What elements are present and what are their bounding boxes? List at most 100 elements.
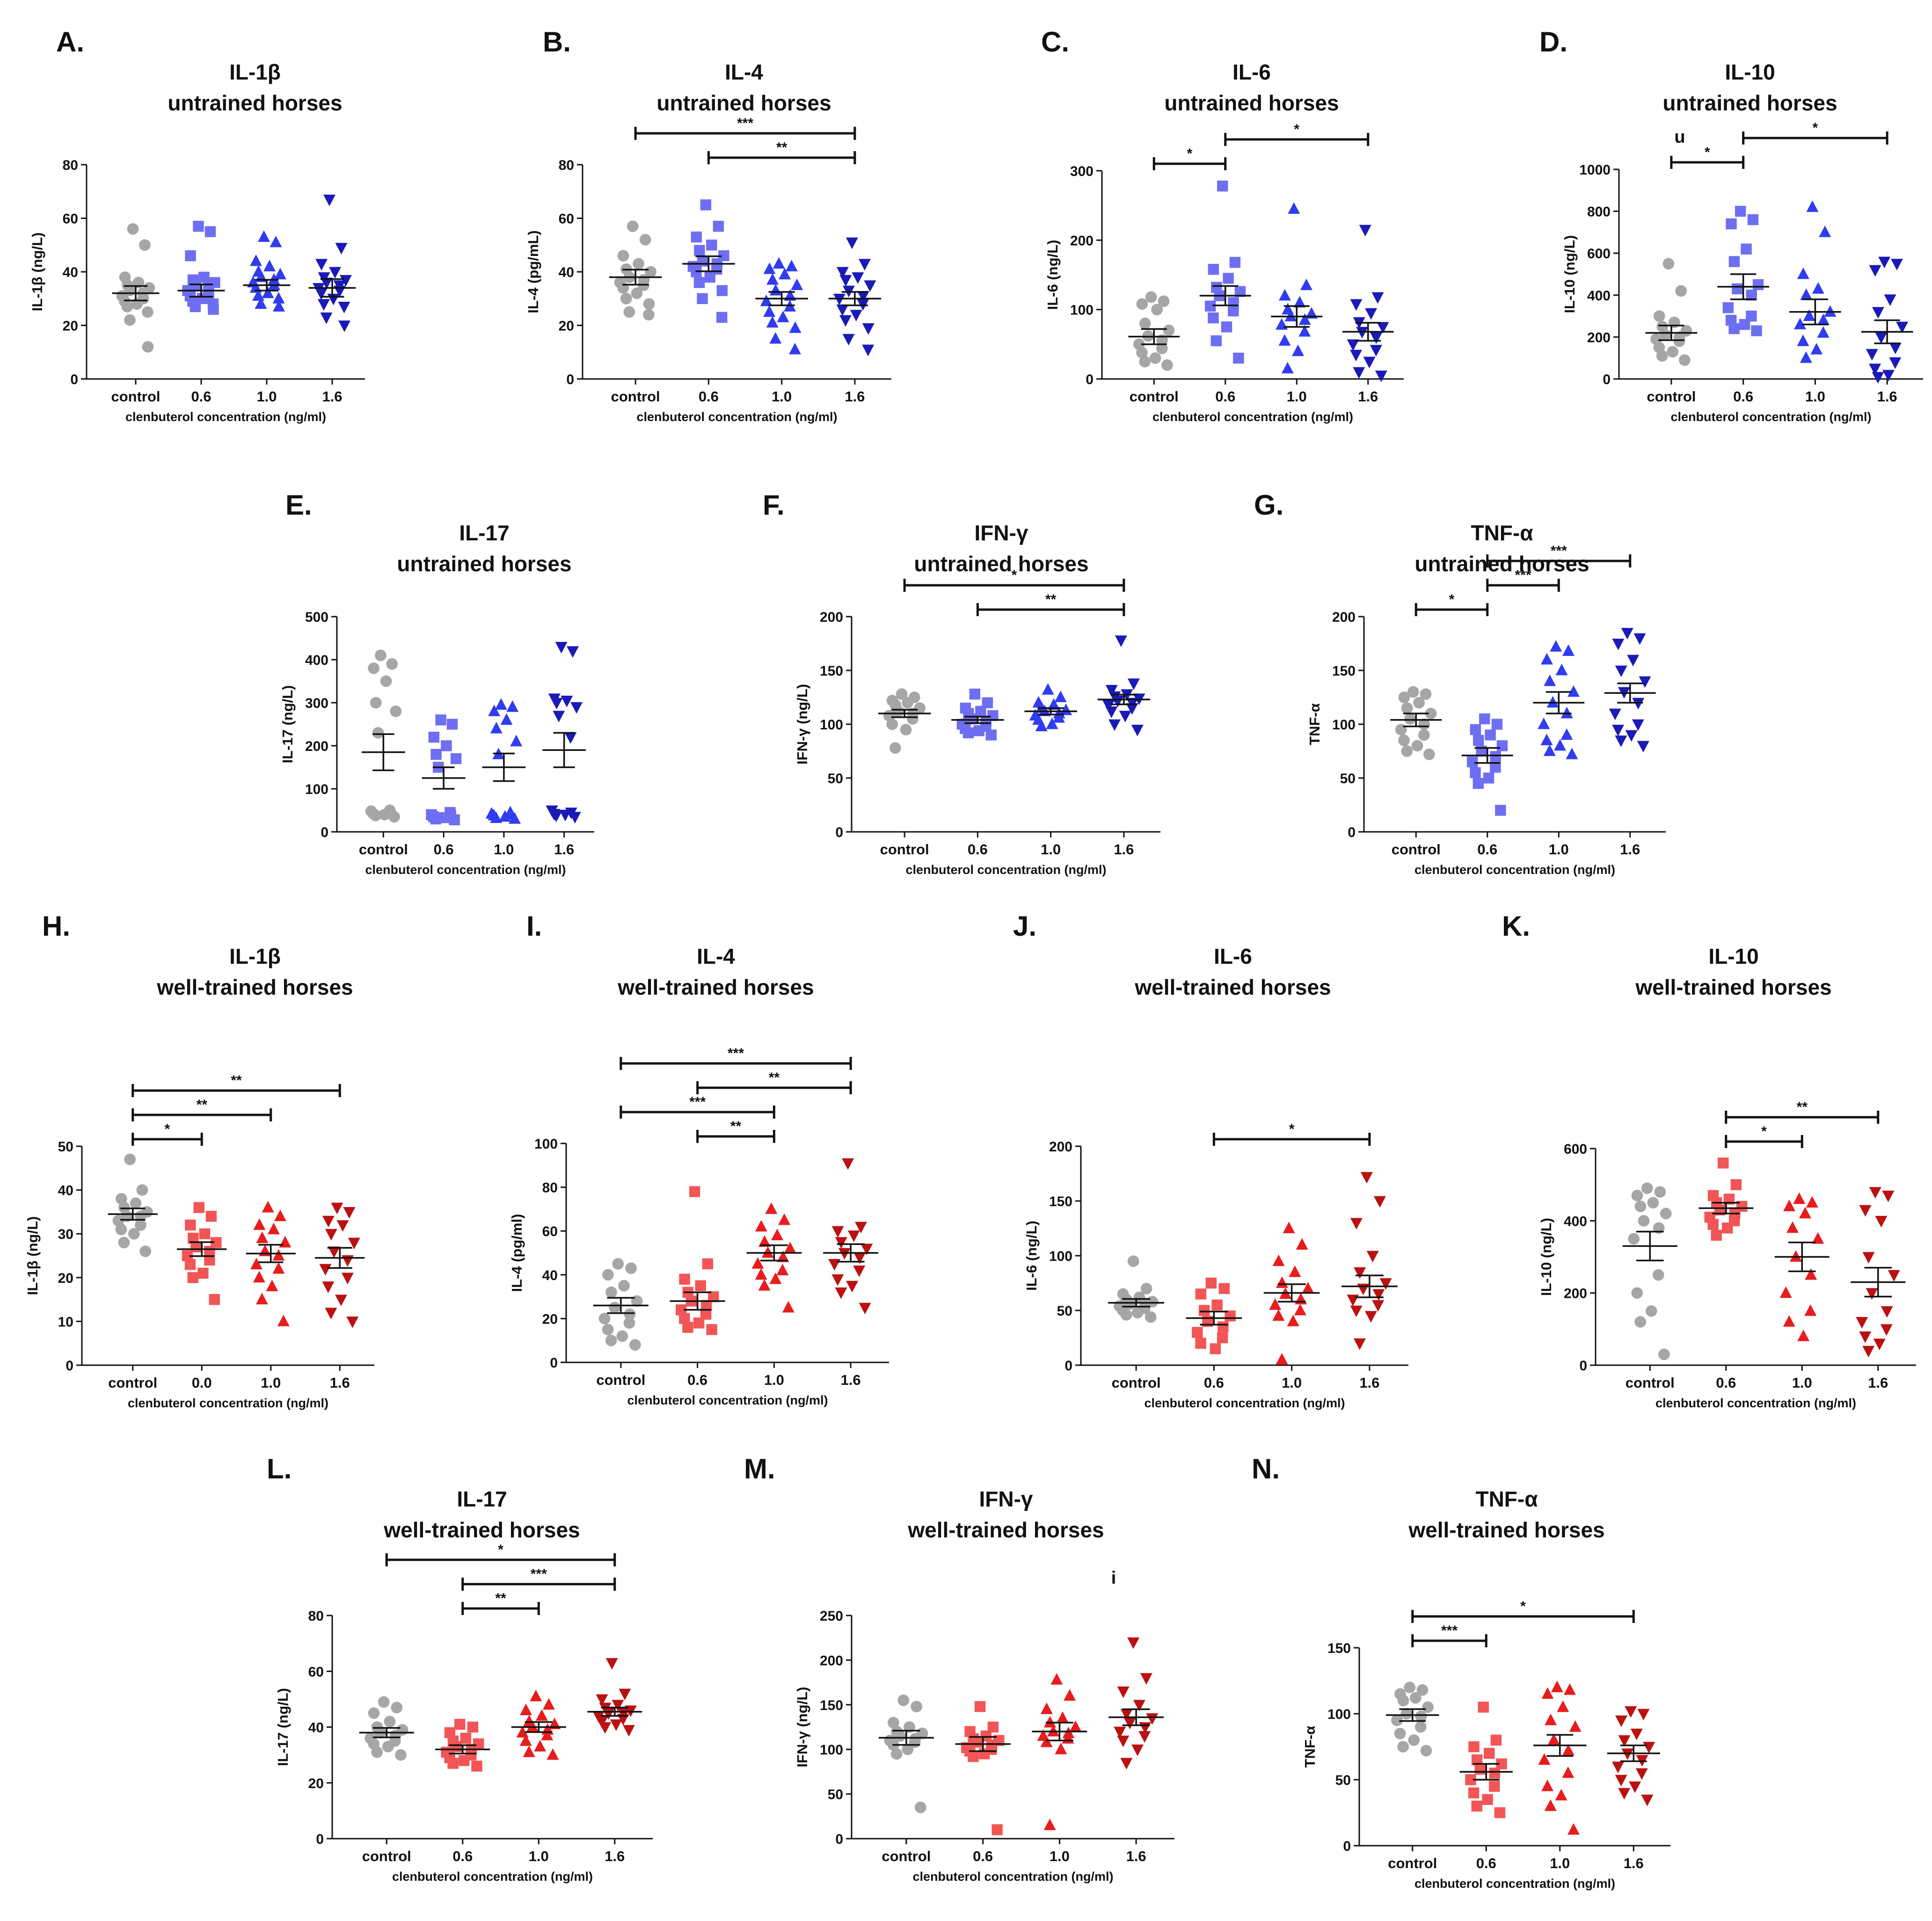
- data-point: [702, 1258, 714, 1270]
- significance-label: *: [1520, 1599, 1526, 1614]
- data-point: [846, 237, 858, 249]
- series-0.6: [1461, 713, 1513, 816]
- chart-title-line-1: IL-10: [1725, 60, 1775, 84]
- data-point: [1718, 1157, 1729, 1169]
- panel-a: A. IL-1β untrained horses 0 20 40 60 80 control 0…: [29, 26, 365, 424]
- data-point: [1120, 1709, 1133, 1721]
- data-point: [1302, 1281, 1314, 1294]
- data-point: [1468, 1741, 1480, 1753]
- x-tick-label: 1.0: [261, 1375, 281, 1391]
- data-point: [1208, 263, 1219, 275]
- data-point: [623, 1317, 635, 1329]
- data-point: [1364, 1311, 1377, 1323]
- data-point: [1398, 735, 1410, 746]
- data-point: [1156, 342, 1168, 355]
- data-point: [1722, 302, 1734, 313]
- data-point: [1890, 259, 1903, 270]
- data-point: [550, 810, 562, 822]
- y-tick-label: 50: [1057, 1303, 1072, 1319]
- data-point: [1628, 1233, 1640, 1245]
- data-point: [317, 299, 330, 311]
- data-point: [193, 1202, 204, 1213]
- data-point: [1149, 352, 1161, 364]
- data-point: [368, 662, 379, 674]
- data-point: [550, 698, 563, 710]
- data-point: [322, 1281, 335, 1293]
- series-0.6: [1199, 180, 1251, 364]
- data-point: [831, 1274, 844, 1286]
- data-point: [1888, 1270, 1900, 1282]
- data-point: [1621, 628, 1633, 640]
- y-tick-label: 150: [1049, 1194, 1072, 1209]
- data-point: [1229, 257, 1241, 268]
- data-point: [1409, 1692, 1422, 1704]
- series-1.0: [1271, 202, 1323, 374]
- data-point: [1404, 713, 1416, 725]
- data-point: [1728, 323, 1740, 335]
- data-point: [1401, 702, 1413, 714]
- data-point: [1397, 1741, 1409, 1753]
- data-point: [1658, 1348, 1670, 1361]
- x-tick-label: 0.6: [452, 1848, 473, 1864]
- x-tick-label: 1.6: [554, 841, 574, 858]
- significance-label: ***: [531, 1566, 547, 1582]
- data-point: [450, 753, 462, 764]
- data-point: [1158, 295, 1170, 307]
- panel-g: G. TNF-α untrained horses 0 50 100 150 200 contr…: [1254, 489, 1666, 877]
- data-point: [1373, 1196, 1386, 1208]
- x-tick-label: 1.6: [330, 1375, 350, 1391]
- data-point: [602, 1324, 614, 1336]
- data-point: [277, 1315, 290, 1326]
- data-point: [679, 1313, 690, 1324]
- y-tick-label: 1000: [1579, 162, 1611, 178]
- series-1.0: [1774, 1192, 1830, 1341]
- data-point: [1735, 205, 1746, 217]
- y-tick-label: 80: [63, 158, 78, 173]
- data-point: [1139, 356, 1151, 368]
- data-point: [620, 292, 632, 305]
- data-point: [860, 1244, 873, 1255]
- data-point: [1567, 1823, 1580, 1835]
- y-tick-label: 200: [1564, 1286, 1587, 1302]
- data-point: [1298, 325, 1311, 337]
- data-point: [341, 1255, 354, 1267]
- series-0.6: [1459, 1702, 1513, 1819]
- chart-title-line-1: IL-1β: [229, 60, 281, 84]
- data-point: [1884, 294, 1896, 306]
- y-tick-label: 150: [820, 1698, 843, 1713]
- data-point: [490, 721, 503, 734]
- data-point: [1105, 706, 1118, 718]
- data-point: [765, 1202, 778, 1214]
- data-point: [1490, 1734, 1502, 1746]
- data-point: [1866, 1288, 1878, 1300]
- data-point: [570, 702, 583, 714]
- data-point: [1064, 1689, 1076, 1701]
- x-tick-label: 1.6: [1868, 1375, 1888, 1391]
- chart-title-line-2: untrained horses: [656, 91, 831, 115]
- data-point: [378, 1696, 390, 1708]
- data-point: [1881, 1306, 1893, 1318]
- series-control: [1386, 1681, 1439, 1757]
- series-control: [878, 1694, 934, 1813]
- data-point: [1363, 357, 1376, 369]
- data-point: [1882, 370, 1895, 382]
- data-point: [693, 277, 705, 288]
- data-point: [902, 697, 913, 709]
- data-point: [751, 1257, 764, 1269]
- data-point: [1208, 312, 1219, 324]
- data-point: [846, 1281, 859, 1293]
- panel-letter: L.: [267, 1453, 292, 1484]
- data-point: [368, 1707, 380, 1719]
- data-point: [1800, 351, 1812, 363]
- data-point: [1489, 1768, 1501, 1779]
- data-point: [375, 649, 386, 662]
- data-point: [559, 809, 571, 822]
- y-tick-label: 150: [820, 663, 843, 679]
- data-point: [1233, 352, 1244, 364]
- series-1.0: [246, 1201, 296, 1326]
- data-point: [272, 291, 285, 304]
- data-point: [1629, 1781, 1641, 1793]
- data-point: [541, 1729, 554, 1740]
- data-point: [1468, 1787, 1480, 1798]
- data-point: [1114, 1726, 1126, 1739]
